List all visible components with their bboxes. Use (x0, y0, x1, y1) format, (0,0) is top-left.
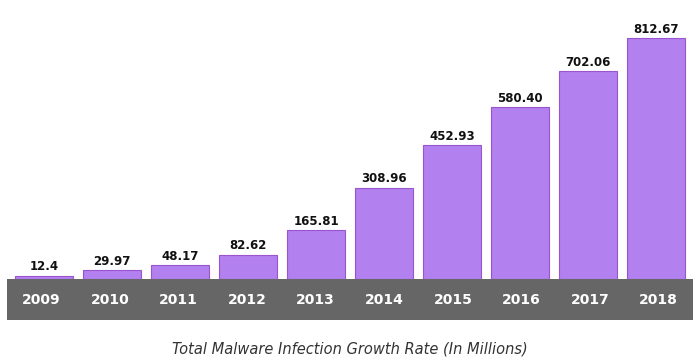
Bar (355, 188, 413, 279)
Bar (287, 230, 345, 279)
Text: 812.67: 812.67 (633, 23, 678, 36)
Text: 2017: 2017 (570, 293, 610, 307)
Text: 48.17: 48.17 (162, 250, 199, 263)
Text: 2013: 2013 (296, 293, 335, 307)
Text: 165.81: 165.81 (293, 215, 339, 228)
Text: 2014: 2014 (365, 293, 404, 307)
Bar (151, 265, 209, 279)
Text: 702.06: 702.06 (565, 56, 610, 69)
Text: 2012: 2012 (228, 293, 267, 307)
Text: 2009: 2009 (22, 293, 61, 307)
Text: 308.96: 308.96 (361, 172, 407, 185)
Text: 2018: 2018 (639, 293, 678, 307)
Text: 29.97: 29.97 (94, 255, 131, 268)
Bar (626, 38, 685, 279)
Text: Total Malware Infection Growth Rate (In Millions): Total Malware Infection Growth Rate (In … (172, 342, 528, 357)
Text: 2011: 2011 (159, 293, 198, 307)
Bar (219, 255, 277, 279)
Bar (559, 71, 617, 279)
Text: 82.62: 82.62 (230, 240, 267, 252)
Text: 2010: 2010 (90, 293, 130, 307)
Bar (491, 107, 549, 279)
Bar (83, 270, 141, 279)
Text: 12.4: 12.4 (30, 260, 59, 273)
Bar (15, 276, 74, 279)
Text: 452.93: 452.93 (429, 130, 475, 143)
Bar (423, 145, 481, 279)
Text: 2015: 2015 (433, 293, 473, 307)
Text: 580.40: 580.40 (497, 92, 542, 105)
Text: 2016: 2016 (502, 293, 541, 307)
